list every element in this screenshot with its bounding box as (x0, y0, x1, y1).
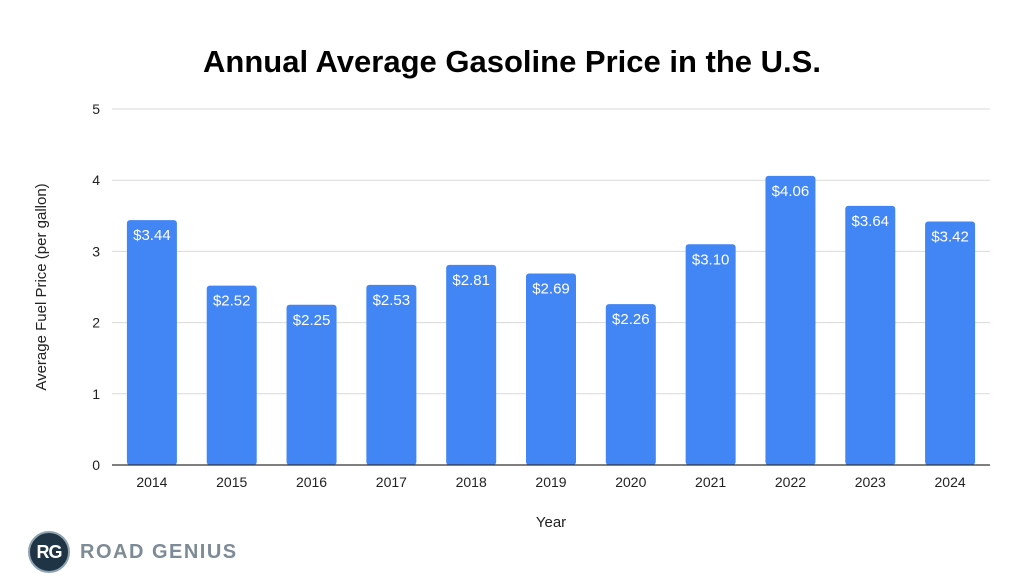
x-tick-label: 2015 (216, 474, 247, 490)
data-label: $2.26 (612, 311, 650, 328)
y-tick-label: 5 (92, 101, 100, 117)
data-label: $2.52 (213, 293, 251, 310)
bar (685, 244, 736, 465)
x-tick-label: 2020 (615, 474, 646, 490)
data-label: $2.81 (452, 272, 490, 289)
x-tick-label: 2022 (775, 474, 806, 490)
x-tick-label: 2016 (296, 474, 327, 490)
bar (286, 304, 337, 465)
bar (845, 205, 896, 465)
data-label: $4.06 (772, 183, 810, 200)
x-tick-label: 2018 (456, 474, 487, 490)
road-genius-logo-icon: RG (28, 531, 70, 573)
data-label: $2.53 (373, 292, 411, 309)
x-axis-title: Year (536, 514, 566, 531)
y-tick-label: 2 (92, 315, 100, 331)
bar (526, 273, 576, 465)
x-tick-label: 2024 (935, 474, 966, 490)
x-tick-label: 2021 (695, 474, 726, 490)
data-label: $3.10 (692, 251, 730, 268)
bar (765, 175, 816, 466)
bar (366, 284, 417, 465)
x-tick-label: 2019 (535, 474, 566, 490)
chart-title: Annual Average Gasoline Price in the U.S… (203, 44, 821, 79)
data-label: $2.69 (532, 280, 570, 297)
data-label: $2.25 (293, 312, 331, 329)
y-tick-label: 1 (92, 386, 100, 402)
y-axis-title: Average Fuel Price (per gallon) (33, 183, 50, 390)
data-label: $3.64 (851, 213, 889, 230)
y-tick-label: 4 (92, 172, 100, 188)
brand-watermark: RG ROAD GENIUS (28, 530, 238, 574)
bar (605, 304, 656, 465)
y-tick-label: 0 (92, 457, 100, 473)
x-tick-label: 2014 (136, 474, 167, 490)
x-tick-label: 2017 (376, 474, 407, 490)
data-label: $3.42 (931, 228, 969, 245)
bar (925, 221, 976, 465)
x-tick-label: 2023 (855, 474, 886, 490)
y-tick-label: 3 (92, 243, 100, 259)
brand-name: ROAD GENIUS (80, 540, 238, 563)
bar (446, 264, 497, 465)
bar (126, 220, 177, 465)
bar (206, 285, 257, 465)
data-label: $3.44 (133, 227, 171, 244)
